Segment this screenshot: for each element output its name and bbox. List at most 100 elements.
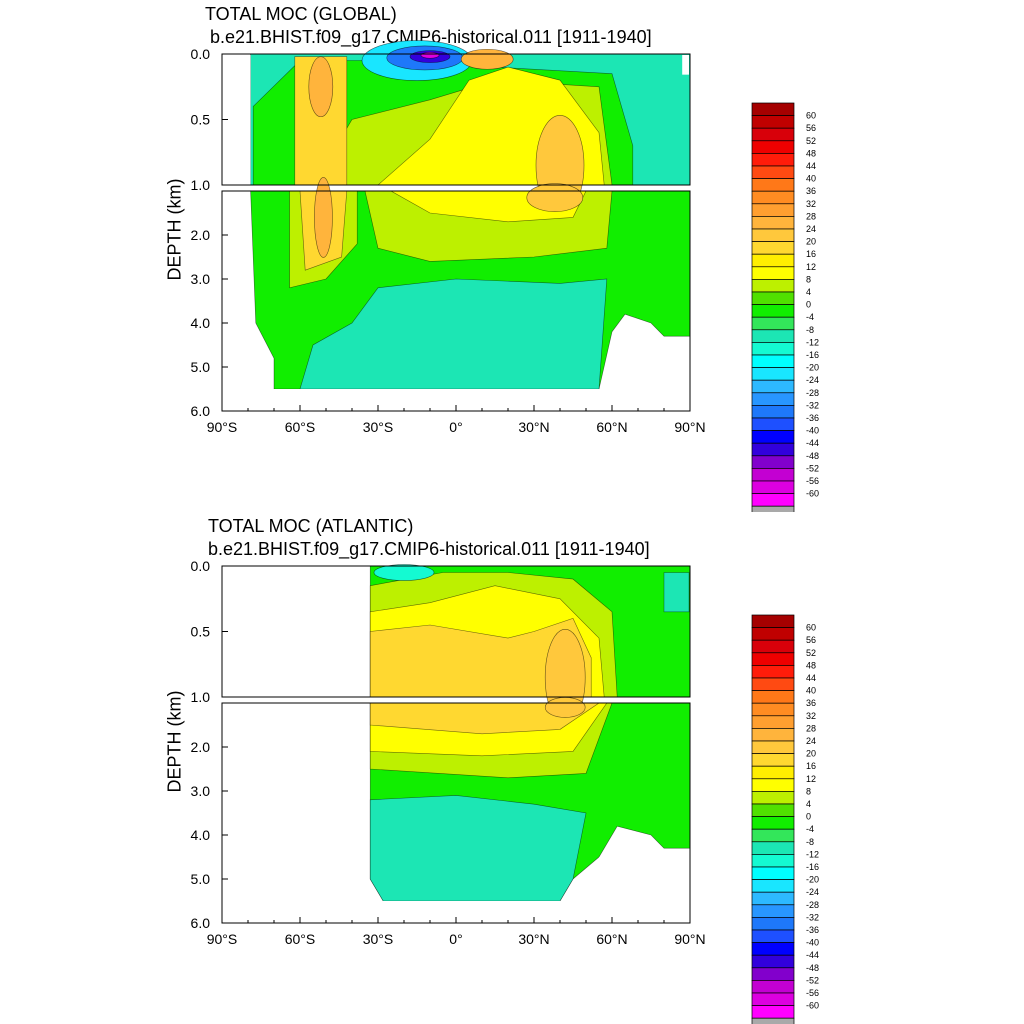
colorbar-swatch (751, 417, 795, 431)
x-tick-label: 30°S (363, 419, 394, 435)
x-tick-label: 60°N (596, 931, 627, 947)
colorbar-swatch (751, 891, 795, 906)
colorbar-swatch (751, 753, 795, 767)
y-tick-label: 5.0 (191, 359, 211, 375)
colorbar-label: 44 (806, 673, 816, 683)
colorbar-swatch (751, 614, 795, 628)
colorbar-swatch (751, 866, 795, 880)
colorbar-swatch (751, 715, 795, 729)
colorbar-label: -52 (806, 463, 819, 473)
chart-subtitle: b.e21.BHIST.f09_g17.CMIP6-historical.011… (210, 27, 652, 47)
colorbar-swatch (751, 917, 795, 931)
land-mask (599, 857, 689, 901)
colorbar-label: -32 (806, 400, 819, 410)
y-tick-label: 0.5 (191, 624, 211, 640)
colorbar-swatch (751, 841, 795, 855)
colorbar-label: -44 (806, 438, 819, 448)
colorbar-label: 28 (806, 723, 816, 733)
colorbar-swatch (751, 480, 795, 494)
colorbar-swatch (751, 115, 795, 129)
colorbar-swatch (751, 405, 795, 419)
x-tick-label: 90°S (207, 931, 238, 947)
y-tick-label: 2.0 (191, 227, 211, 243)
colorbar-swatch (751, 740, 795, 754)
land-mask (223, 389, 689, 410)
colorbar-swatch (751, 980, 795, 994)
colorbar-label: 48 (806, 660, 816, 670)
colorbar-swatch (751, 329, 795, 343)
colorbar-label: -12 (806, 337, 819, 347)
colorbar-label: 32 (806, 199, 816, 209)
colorbar-label: 32 (806, 711, 816, 721)
colorbar-swatch (751, 354, 795, 368)
colorbar-label: -36 (806, 413, 819, 423)
colorbar-label: -56 (806, 476, 819, 486)
colorbar-label: 4 (806, 287, 811, 297)
x-tick-label: 0° (449, 419, 462, 435)
colorbar-swatch (751, 954, 795, 969)
colorbar-swatch (751, 879, 795, 893)
colorbar-label: 56 (806, 123, 816, 133)
y-tick-label: 0.5 (191, 112, 211, 128)
colorbar-label: -8 (806, 325, 814, 335)
colorbar-swatch (751, 942, 795, 956)
colorbar-swatch (751, 165, 795, 179)
colorbar-label: -32 (806, 912, 819, 922)
global-moc-panel: TOTAL MOC (GLOBAL) b.e21.BHIST.f09_g17.C… (165, 4, 819, 512)
land-mask (682, 55, 689, 75)
chart-title: TOTAL MOC (ATLANTIC) (208, 516, 414, 536)
colorbar-label: 16 (806, 761, 816, 771)
colorbar-label: 20 (806, 749, 816, 759)
land-mask (223, 901, 689, 922)
surface-cell (373, 564, 435, 581)
colorbar-swatch (751, 140, 795, 154)
colorbar-swatch (751, 904, 795, 918)
colorbar-swatch (751, 665, 795, 679)
colorbar-swatch (751, 430, 795, 444)
colorbar-swatch (751, 702, 795, 717)
colorbar-swatch (751, 379, 795, 394)
y-tick-label: 3.0 (191, 271, 211, 287)
atlantic-moc-plot: 90°S 60°S 30°S 0° 30°N 60°N 90°N 0.0 0.5 1.0 2.0 3.… (191, 558, 819, 1024)
colorbar-swatch (751, 803, 795, 817)
x-tick-label: 60°S (285, 419, 316, 435)
colorbar-swatch (751, 639, 795, 654)
colorbar-label: -48 (806, 963, 819, 973)
contour-fields (223, 564, 691, 922)
colorbar-swatch (751, 493, 795, 507)
colorbar-label: 56 (806, 635, 816, 645)
southern-cell-core (314, 177, 333, 258)
colorbar-label: -4 (806, 824, 814, 834)
colorbar-swatch (751, 342, 795, 356)
colorbar-swatch (751, 102, 795, 116)
colorbar-swatch (751, 1017, 795, 1024)
colorbar-swatch (751, 690, 795, 704)
x-tick-label: 30°S (363, 931, 394, 947)
colorbar-label: 40 (806, 174, 816, 184)
colorbar-label: -4 (806, 312, 814, 322)
negative-cell (420, 52, 440, 59)
y-tick-label: 3.0 (191, 783, 211, 799)
atlantic-moc-panel: TOTAL MOC (ATLANTIC) b.e21.BHIST.f09_g17… (0, 512, 1024, 1024)
colorbar-label: 60 (806, 623, 816, 633)
colorbar-swatch (751, 828, 795, 843)
positive-cell (460, 48, 514, 70)
amoc-core (544, 697, 586, 718)
colorbar-label: 36 (806, 698, 816, 708)
colorbar-label: 12 (806, 262, 816, 272)
colorbar-label: 44 (806, 161, 816, 171)
chart-subtitle: b.e21.BHIST.f09_g17.CMIP6-historical.011… (208, 539, 650, 559)
colorbar-label: 28 (806, 211, 816, 221)
y-tick-label: 5.0 (191, 871, 211, 887)
colorbar-swatch (751, 304, 795, 318)
colorbar-label: 24 (806, 224, 816, 234)
abyssal-cell (369, 795, 587, 902)
global-moc-plot: 90°S 60°S 30°S 0° 30°N 60°N 90°N 0.0 0.5 1.0 2.0 3.… (191, 40, 819, 512)
y-tick-label: 4.0 (191, 315, 211, 331)
x-tick-label: 90°N (674, 931, 705, 947)
x-tick-label: 0° (449, 931, 462, 947)
colorbar-label: -20 (806, 875, 819, 885)
x-tick-label: 30°N (518, 419, 549, 435)
x-tick-label: 60°N (596, 419, 627, 435)
colorbar: 60565248444036322824201612840-4-8-12-16-… (751, 614, 819, 1024)
